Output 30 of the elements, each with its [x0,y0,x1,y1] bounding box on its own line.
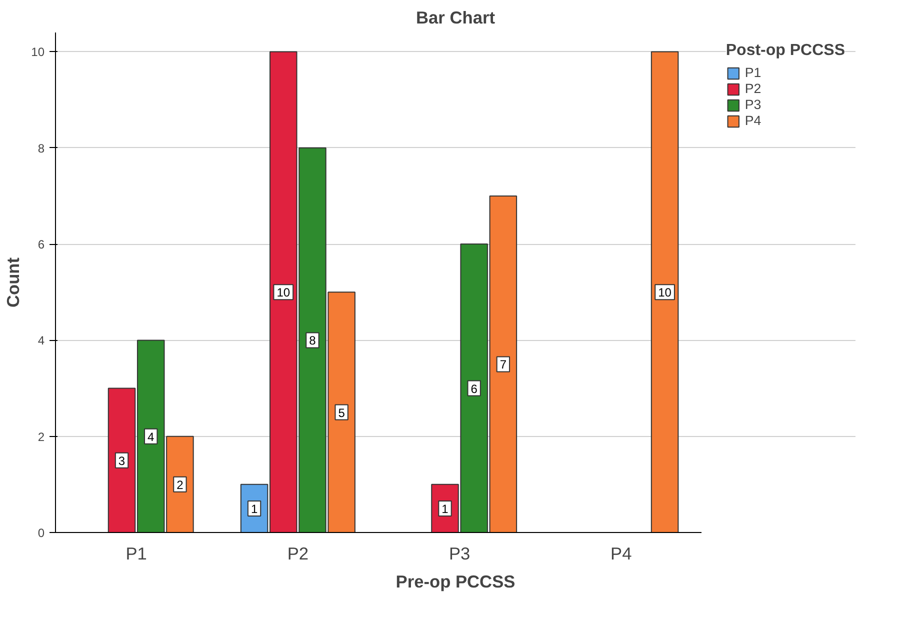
data-label: 1 [442,502,449,516]
chart-title: Bar Chart [416,8,496,28]
data-label: 4 [148,430,155,444]
x-tick-label: P3 [448,544,470,564]
y-tick-label: 2 [38,430,45,444]
y-axis-title: Count [3,257,24,308]
y-tick-label: 0 [38,526,45,540]
legend-title: Post-op PCCSS [726,42,845,60]
data-label: 8 [309,334,316,348]
legend-label: P1 [744,65,762,80]
data-label: 10 [658,286,672,300]
data-label: 1 [250,502,258,516]
legend-label: P4 [744,113,762,128]
x-tick-label: P1 [126,544,147,564]
x-axis-title: Pre-op PCCSS [396,572,516,592]
bar [650,51,679,532]
x-tick-label: P4 [610,544,632,564]
y-tick-label: 10 [31,45,45,60]
data-label: 5 [338,406,346,420]
data-label: 7 [500,358,507,372]
y-tick-label: 4 [38,334,45,348]
legend-label: P3 [744,97,762,112]
legend-label: P2 [744,81,762,96]
data-label: 3 [118,454,126,468]
data-label: 2 [176,478,184,492]
x-tick-label: P2 [287,544,309,564]
data-label: 10 [276,286,290,300]
data-label: 6 [470,382,478,396]
y-tick-label: 8 [38,141,45,156]
y-tick-label: 6 [38,238,45,252]
